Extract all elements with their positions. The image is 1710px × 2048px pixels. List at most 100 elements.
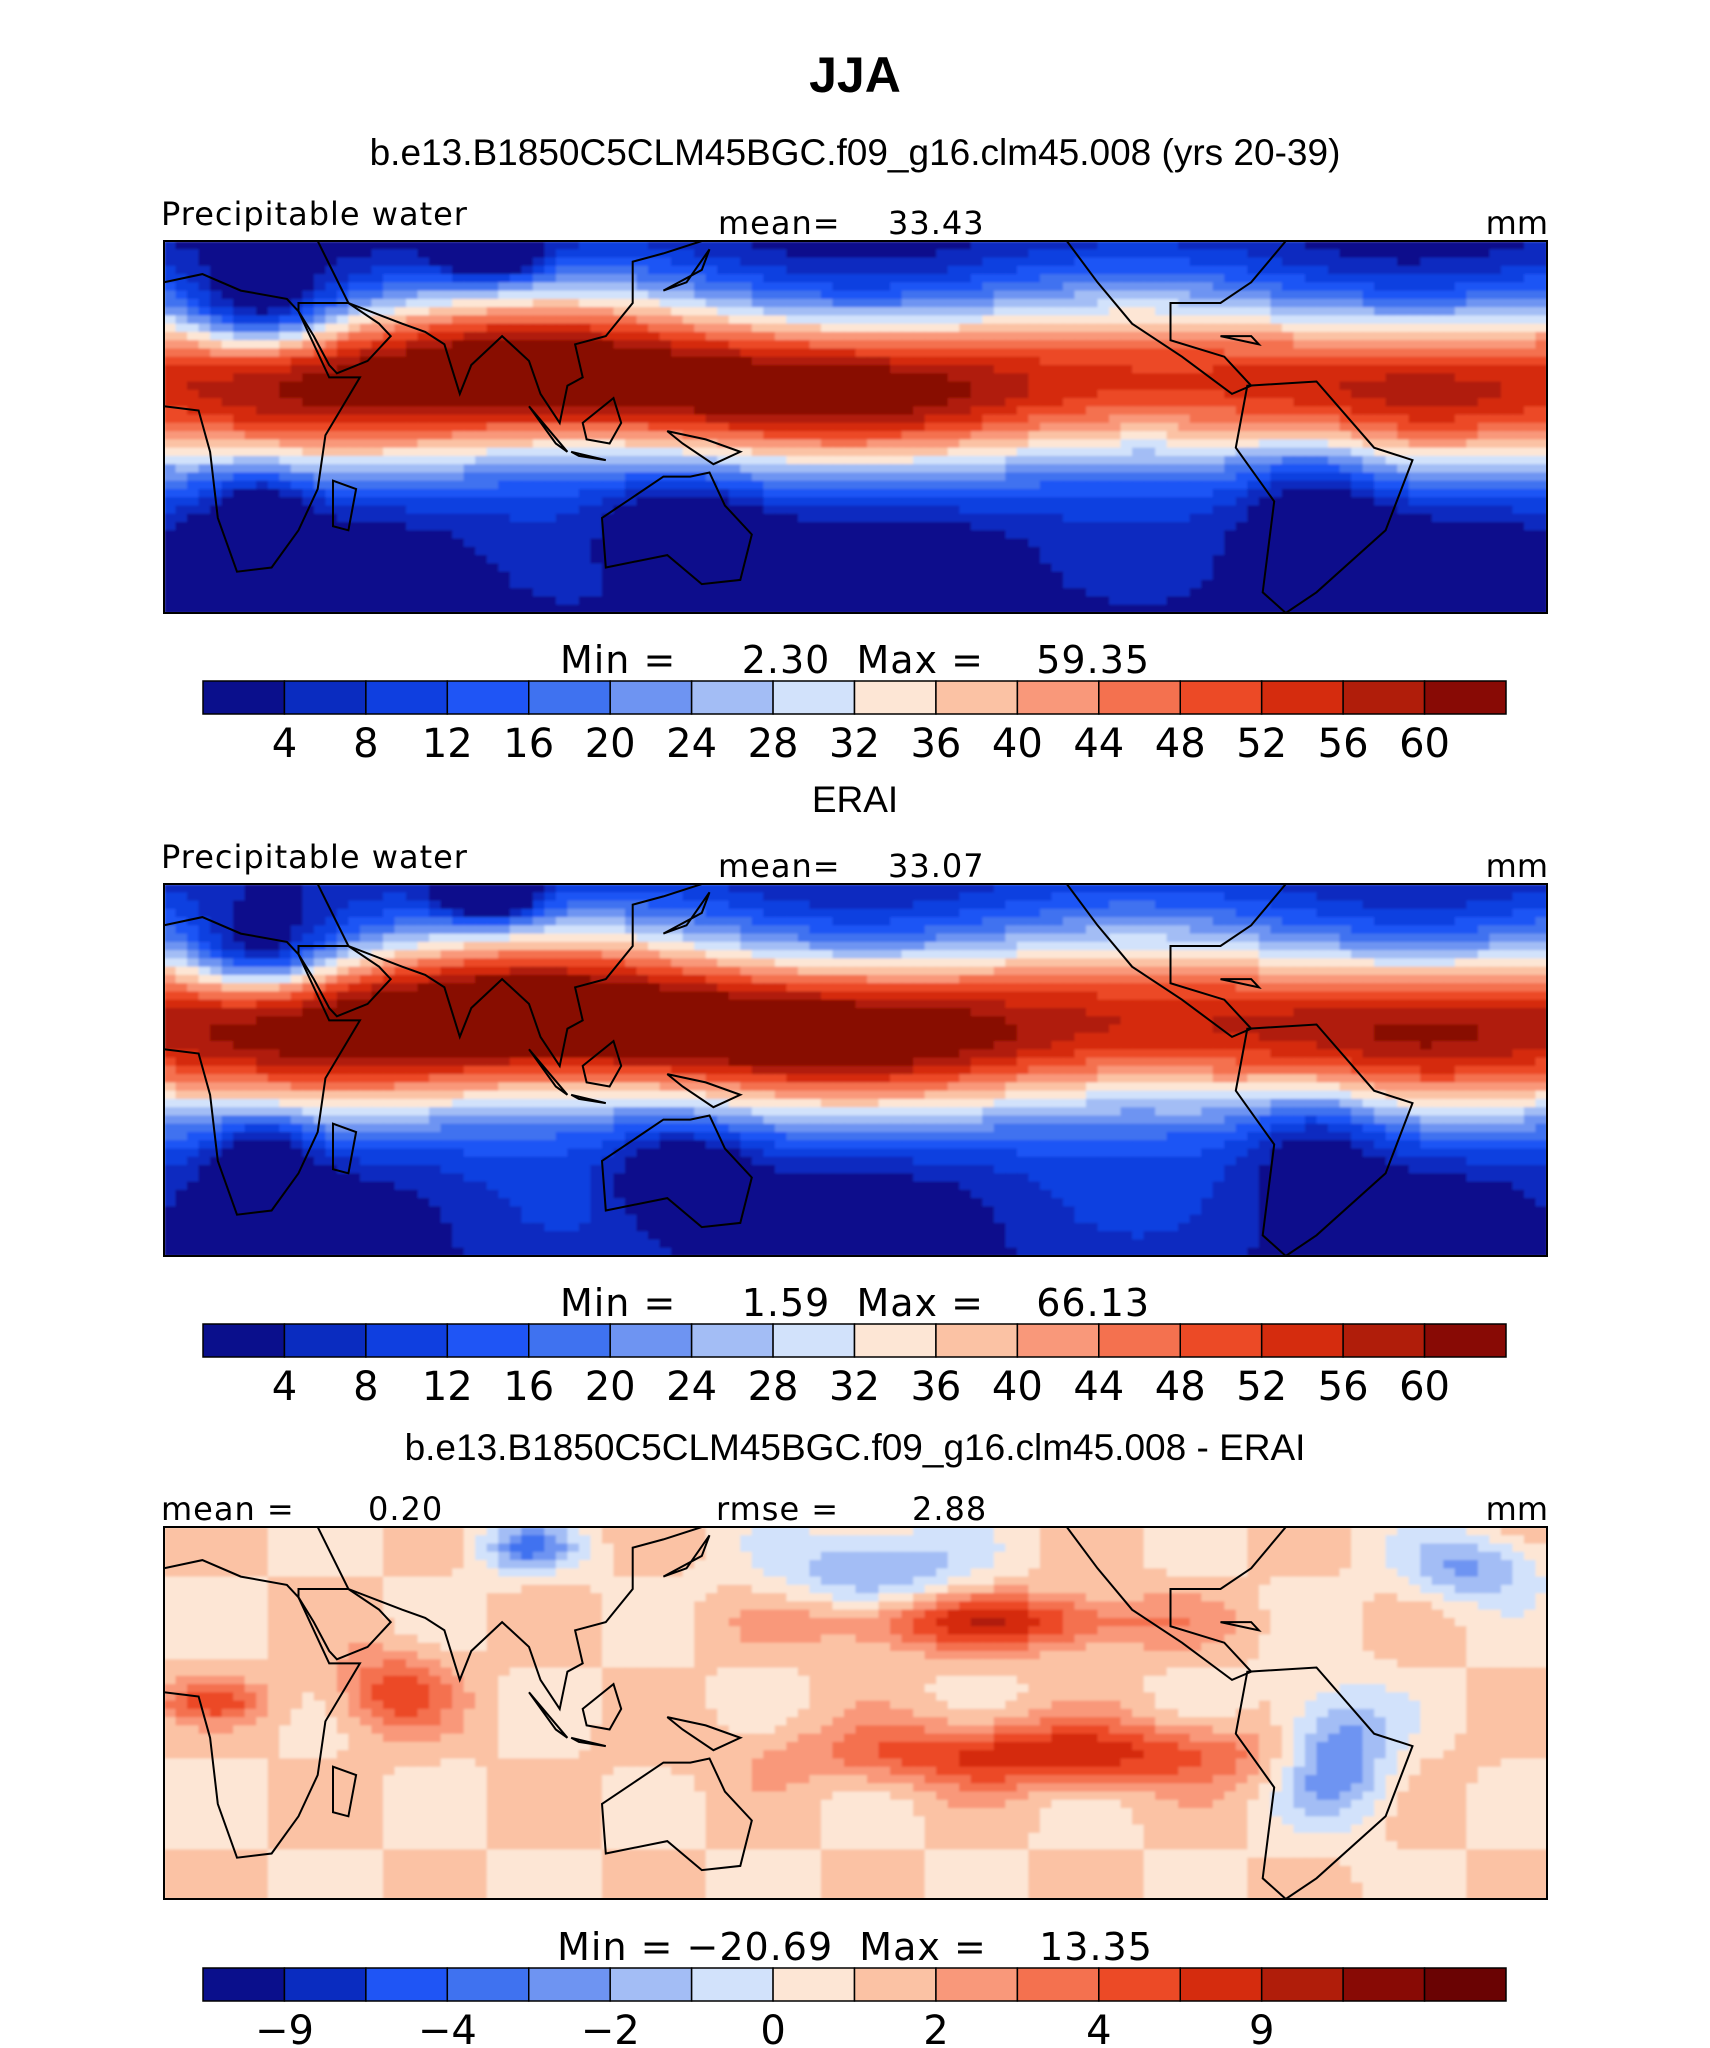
field-cell — [1109, 265, 1122, 275]
field-cell — [901, 472, 914, 482]
field-cell — [210, 414, 223, 424]
field-cell — [371, 497, 384, 507]
field-cell — [1224, 307, 1237, 317]
field-cell — [1535, 398, 1547, 408]
field-cell — [705, 265, 718, 275]
field-cell — [1178, 274, 1191, 284]
field-cell — [625, 563, 638, 573]
field-cell — [613, 497, 626, 507]
field-cell — [797, 290, 811, 300]
field-cell — [359, 455, 373, 465]
field-cell — [1466, 241, 1479, 251]
field-cell — [924, 571, 937, 581]
field-cell — [1523, 307, 1537, 317]
field-cell — [221, 489, 234, 499]
field-cell — [1339, 406, 1352, 416]
field-cell — [1166, 365, 1179, 375]
field-cell — [936, 406, 949, 416]
field-cell — [233, 563, 246, 573]
field-cell — [1489, 265, 1502, 275]
field-cell — [521, 422, 534, 432]
field-cell — [567, 398, 580, 408]
field-cell — [636, 422, 649, 432]
field-cell — [924, 340, 937, 350]
field-cell — [1454, 455, 1468, 465]
field-cell — [1086, 563, 1099, 573]
field-cell — [855, 431, 868, 441]
field-cell — [1408, 472, 1422, 482]
field-cell — [1431, 546, 1445, 556]
field-cell — [532, 422, 546, 432]
field-cell — [1155, 323, 1168, 333]
field-cell — [486, 464, 500, 474]
field-cell — [1489, 356, 1502, 366]
field-cell — [1281, 398, 1295, 408]
field-cell — [336, 431, 350, 441]
field-cell — [982, 464, 995, 474]
field-cell — [705, 398, 718, 408]
field-cell — [1431, 489, 1445, 499]
field-cell — [452, 489, 465, 499]
field-cell — [440, 431, 453, 441]
field-cell — [924, 455, 937, 465]
field-cell — [1028, 331, 1041, 341]
field-cell — [475, 249, 488, 259]
field-cell — [1489, 315, 1502, 325]
field-cell — [786, 455, 799, 465]
field-cell — [1120, 282, 1133, 292]
field-cell — [1281, 323, 1295, 333]
field-cell — [636, 381, 649, 391]
field-cell — [1178, 447, 1191, 457]
field-cell — [302, 356, 315, 366]
field-cell — [290, 431, 304, 441]
field-cell — [406, 331, 419, 341]
field-cell — [1086, 480, 1099, 490]
field-cell — [1304, 530, 1318, 540]
field-cell — [1408, 464, 1422, 474]
field-cell — [1500, 422, 1514, 432]
field-cell — [1443, 538, 1456, 548]
field-cell — [198, 538, 211, 548]
field-cell — [809, 497, 822, 507]
field-cell — [233, 522, 246, 532]
field-cell — [832, 422, 845, 432]
field-cell — [1512, 497, 1525, 507]
field-cell — [890, 282, 903, 292]
field-cell — [970, 340, 984, 350]
field-cell — [371, 307, 384, 317]
field-cell — [1408, 447, 1422, 457]
field-cell — [959, 365, 972, 375]
field-cell — [1281, 464, 1295, 474]
field-cell — [382, 472, 396, 482]
field-cell — [164, 571, 177, 581]
field-cell — [970, 249, 984, 259]
field-cell — [901, 522, 914, 532]
field-cell — [682, 265, 695, 275]
field-cell — [751, 381, 765, 391]
field-cell — [867, 472, 880, 482]
field-cell — [1212, 257, 1226, 267]
field-cell — [1293, 331, 1306, 341]
field-cell — [325, 472, 338, 482]
field-cell — [452, 480, 465, 490]
field-cell — [1316, 530, 1329, 540]
field-cell — [290, 563, 304, 573]
field-cell — [406, 307, 419, 317]
field-cell — [440, 571, 453, 581]
field-cell — [970, 439, 984, 449]
field-cell — [394, 348, 407, 358]
field-cell — [1339, 298, 1352, 308]
field-cell — [901, 555, 914, 565]
field-cell — [1316, 439, 1329, 449]
field-cell — [913, 241, 926, 251]
field-cell — [1374, 365, 1387, 375]
field-cell — [359, 249, 373, 259]
field-cell — [763, 571, 776, 581]
field-cell — [601, 257, 615, 267]
field-cell — [244, 389, 258, 399]
field-cell — [1212, 406, 1226, 416]
field-cell — [740, 348, 753, 358]
field-cell — [1258, 431, 1272, 441]
field-cell — [1258, 422, 1272, 432]
field-cell — [1051, 398, 1064, 408]
